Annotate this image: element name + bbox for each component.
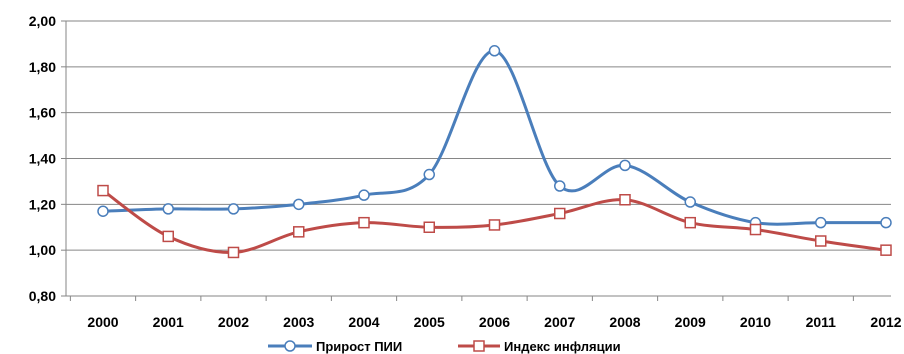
data-point	[97, 184, 109, 197]
x-tick-label: 2010	[740, 314, 771, 330]
data-point	[554, 207, 566, 220]
data-point	[684, 216, 696, 229]
data-point	[488, 45, 501, 57]
legend-label: Прирост ПИИ	[316, 339, 402, 354]
x-tick-label: 2008	[609, 314, 640, 330]
y-tick-label: 0,80	[29, 288, 56, 304]
y-tick-label: 2,00	[29, 13, 56, 29]
data-point	[619, 194, 631, 206]
data-point	[423, 168, 435, 181]
x-tick-label: 2009	[675, 314, 706, 330]
data-point	[227, 203, 240, 215]
x-tick-label: 2004	[348, 314, 379, 330]
data-point	[227, 246, 240, 259]
x-tick-label: 2000	[87, 314, 118, 330]
x-tick-label: 2001	[153, 314, 184, 330]
series-line	[102, 49, 886, 226]
data-point	[488, 219, 501, 231]
data-point	[162, 230, 174, 243]
x-tick-label: 2007	[544, 314, 575, 330]
data-point	[619, 159, 631, 172]
x-tick-label: 2003	[283, 314, 314, 330]
data-point	[554, 180, 566, 192]
x-tick-label: 2011	[806, 314, 837, 330]
legend-item: Прирост ПИИ	[268, 339, 402, 354]
series-group	[97, 45, 892, 259]
data-point	[815, 216, 827, 229]
data-point	[97, 205, 109, 217]
data-point	[423, 221, 435, 233]
data-point	[162, 203, 174, 215]
data-point	[880, 216, 892, 229]
data-point	[358, 216, 370, 229]
y-tick-label: 1,80	[29, 59, 56, 75]
legend-marker	[473, 340, 485, 352]
data-point	[684, 196, 696, 208]
grid	[66, 20, 891, 251]
data-point	[293, 198, 305, 211]
data-point	[358, 189, 370, 201]
data-point	[749, 223, 762, 236]
x-tick-label: 2012	[870, 314, 901, 330]
series-1	[97, 45, 892, 229]
y-tick-label: 1,00	[29, 242, 56, 258]
legend: Прирост ПИИ Индекс инфляции	[268, 339, 621, 354]
legend-item: Индекс инфляции	[458, 339, 621, 354]
legend-marker	[284, 340, 296, 352]
axes: 0,80 1,00 1,20 1,40 1,60 1,80 2,00 2000 2001 2002…	[29, 13, 902, 330]
legend-label: Индекс инфляции	[504, 339, 621, 354]
series-2	[97, 184, 892, 259]
data-point	[293, 226, 305, 238]
x-tick-label: 2005	[414, 314, 445, 330]
y-tick-label: 1,20	[29, 196, 56, 212]
data-point	[815, 235, 827, 247]
data-point	[880, 244, 892, 256]
x-tick-label: 2006	[479, 314, 510, 330]
x-tick-label: 2002	[218, 314, 249, 330]
y-tick-label: 1,60	[29, 105, 56, 121]
y-tick-label: 1,40	[29, 151, 56, 167]
